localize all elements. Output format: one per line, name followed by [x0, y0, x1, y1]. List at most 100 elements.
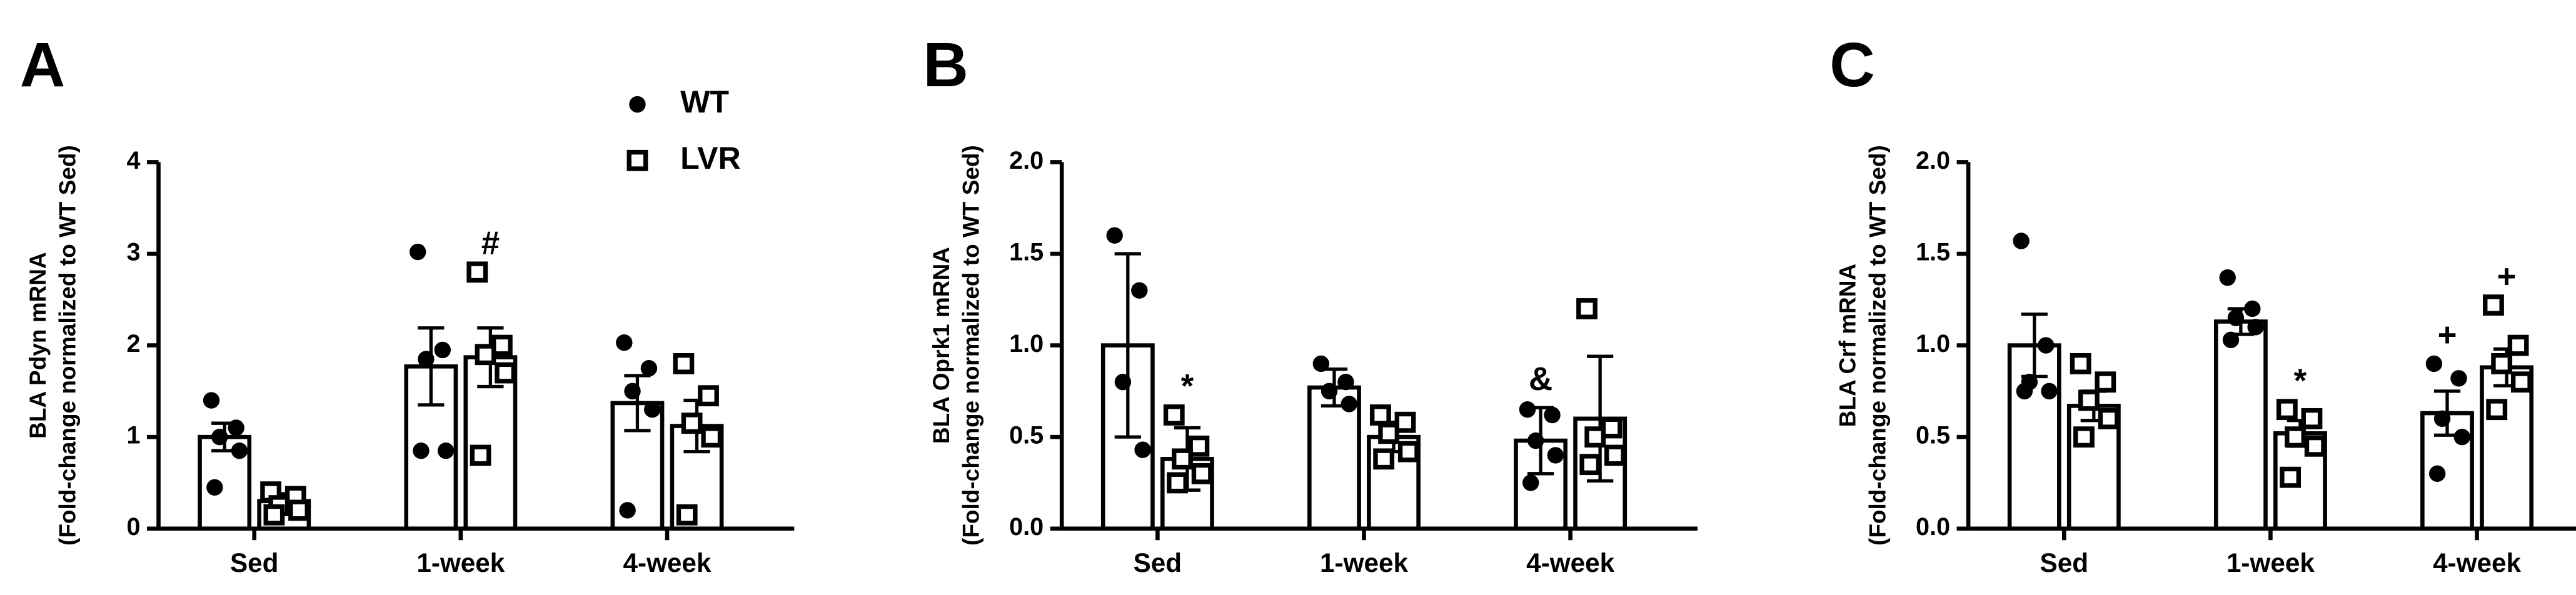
annotation: &: [1529, 361, 1552, 398]
data-point: [2247, 319, 2264, 336]
data-point: [409, 243, 426, 261]
data-point: [2280, 466, 2302, 488]
data-point: [624, 382, 641, 400]
panel-label: C: [1829, 30, 1874, 100]
error-bar: [1114, 252, 1141, 439]
y-axis-label: BLA Pdyn mRNA: [25, 252, 51, 439]
data-point: [640, 360, 658, 377]
y-axis-label: (Fold-change normalized to WT Sed): [958, 145, 984, 546]
data-point: [1131, 282, 1148, 299]
data-point: [2013, 232, 2030, 249]
data-point: [413, 442, 430, 459]
data-point: [231, 442, 248, 459]
x-tick-label: 4-week: [623, 548, 712, 578]
x-tick-label: Sed: [2040, 548, 2089, 578]
data-point: [2453, 428, 2470, 446]
data-point: [1601, 417, 1623, 439]
data-point: [2219, 269, 2236, 286]
data-point: [1579, 454, 1601, 476]
data-point: [673, 353, 695, 374]
data-point: [1547, 447, 1564, 464]
data-point: [2304, 435, 2326, 457]
panel-label: B: [923, 30, 968, 100]
legend-marker: [629, 96, 646, 113]
data-point: [1544, 406, 1561, 424]
data-point: [1369, 404, 1391, 426]
data-point: [203, 392, 220, 409]
data-point: [1373, 448, 1395, 470]
y-axis-label: BLA Crf mRNA: [1835, 264, 1861, 428]
data-point: [437, 442, 455, 459]
bar: [2213, 319, 2268, 531]
y-tick-label: 0: [126, 513, 140, 541]
data-point: [211, 428, 228, 446]
x-tick-label: 4-week: [1526, 548, 1614, 578]
data-point: [1167, 472, 1188, 494]
data-point: [2244, 300, 2261, 318]
x-tick-label: 1-week: [2226, 548, 2315, 578]
data-point: [263, 504, 285, 526]
data-point: [491, 334, 513, 356]
data-point: [1341, 396, 1357, 412]
data-point: [418, 351, 435, 368]
data-point: [470, 444, 491, 466]
data-point: [228, 419, 244, 436]
data-point: [1321, 382, 1338, 400]
annotation: *: [1181, 368, 1194, 405]
data-point: [1394, 411, 1416, 433]
data-point: [206, 479, 223, 496]
data-point: [434, 341, 451, 359]
data-point: [619, 502, 636, 519]
x-tick-label: Sed: [230, 548, 279, 578]
data-point: [466, 261, 488, 283]
x-tick-label: 1-week: [1320, 548, 1408, 578]
bar: [2480, 365, 2533, 531]
data-point: [1114, 374, 1132, 391]
x-tick-label: Sed: [1134, 548, 1182, 578]
y-tick-label: 3: [126, 238, 140, 266]
data-point: [1604, 444, 1626, 466]
data-point: [1522, 474, 1539, 491]
data-point: [2038, 337, 2055, 354]
data-point: [2222, 331, 2240, 349]
y-tick-label: 2.0: [1009, 147, 1044, 174]
data-point: [475, 344, 496, 366]
annotation: +: [2497, 258, 2517, 295]
data-point: [1134, 441, 1151, 458]
y-tick-label: 1: [126, 422, 140, 449]
y-tick-label: 4: [126, 147, 140, 174]
data-point: [2078, 389, 2100, 411]
data-point: [2483, 294, 2504, 316]
data-point: [1191, 462, 1213, 484]
data-point: [1188, 435, 1210, 457]
data-point: [676, 504, 698, 526]
y-tick-label: 2.0: [1916, 147, 1950, 174]
y-tick-label: 0.0: [1009, 513, 1044, 541]
y-axis-label: (Fold-change normalized to WT Sed): [1864, 145, 1890, 546]
y-tick-label: 1.5: [1916, 238, 1950, 266]
annotation: +: [2438, 317, 2457, 354]
y-axis-label: (Fold-change normalized to WT Sed): [55, 145, 81, 546]
data-point: [1584, 426, 1606, 448]
data-point: [1519, 401, 1536, 418]
data-point: [1312, 355, 1330, 372]
data-point: [1576, 298, 1597, 319]
data-point: [2073, 426, 2095, 448]
y-tick-label: 1.5: [1009, 238, 1044, 266]
data-point: [644, 401, 661, 418]
data-point: [2425, 355, 2443, 372]
panel-label: A: [20, 30, 65, 100]
data-point: [1378, 422, 1400, 444]
legend-marker: [626, 149, 648, 171]
data-point: [2433, 410, 2451, 428]
data-point: [1337, 374, 1354, 391]
legend-label: WT: [680, 84, 729, 119]
data-point: [1527, 432, 1544, 449]
x-tick-label: 1-week: [416, 548, 505, 578]
error-bar: [418, 326, 445, 407]
data-point: [2016, 382, 2033, 400]
data-point: [698, 385, 719, 407]
data-point: [1163, 404, 1185, 426]
y-tick-label: 1.0: [1916, 330, 1950, 358]
data-point: [2227, 309, 2245, 326]
